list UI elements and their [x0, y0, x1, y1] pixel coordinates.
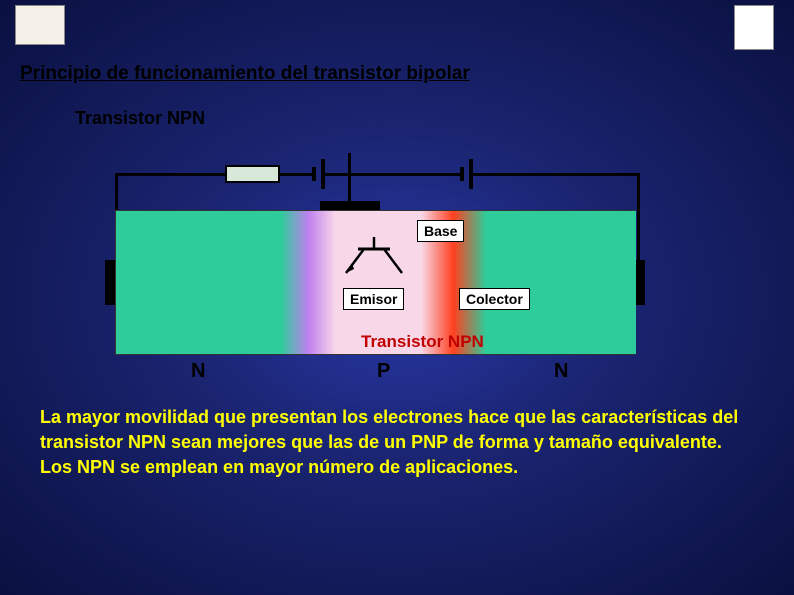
body-text: La mayor movilidad que presentan los ele… [40, 405, 750, 481]
region-label-p: P [377, 360, 390, 383]
page-subtitle: Transistor NPN [75, 108, 205, 129]
wire [325, 173, 460, 176]
wire [280, 173, 312, 176]
resistor-icon [225, 165, 280, 183]
logo-right-icon [734, 5, 774, 50]
n-region-left [116, 211, 281, 354]
wire [473, 173, 640, 176]
pn-junction-left [281, 211, 336, 354]
npn-circuit-diagram: Base Emisor Colector Transistor NPN [80, 155, 670, 365]
region-label-n-right: N [554, 360, 568, 383]
contact [635, 260, 645, 305]
region-label-n-left: N [191, 360, 205, 383]
page-title: Principio de funcionamiento del transist… [20, 63, 470, 85]
wire [348, 153, 351, 205]
n-region-right [486, 211, 636, 354]
transistor-type-label: Transistor NPN [355, 330, 490, 354]
contact [105, 260, 115, 305]
wire [115, 173, 225, 176]
npn-symbol-icon [344, 237, 404, 277]
base-label: Base [417, 220, 464, 242]
logo-left-icon [15, 5, 65, 45]
battery-terminal [460, 167, 464, 181]
battery-terminal [312, 167, 316, 181]
emisor-label: Emisor [343, 288, 404, 310]
colector-label: Colector [459, 288, 530, 310]
